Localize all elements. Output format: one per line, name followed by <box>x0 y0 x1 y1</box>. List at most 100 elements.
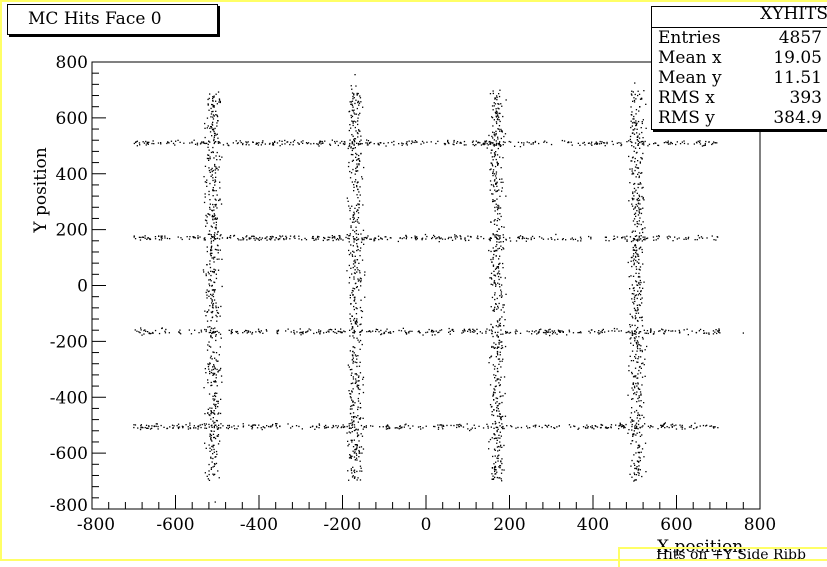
data-point <box>495 303 497 305</box>
data-point <box>497 275 500 278</box>
data-point <box>220 423 222 425</box>
data-point <box>177 426 179 428</box>
data-point <box>356 159 358 161</box>
data-point <box>347 165 350 168</box>
data-point <box>500 293 502 295</box>
data-point <box>318 427 320 429</box>
data-point <box>718 329 720 331</box>
data-point <box>633 146 635 148</box>
data-point <box>498 241 500 243</box>
data-point <box>332 424 334 427</box>
data-point <box>166 142 168 145</box>
data-point <box>209 156 211 158</box>
data-point <box>493 388 495 390</box>
data-point <box>497 164 499 166</box>
data-point <box>497 455 499 457</box>
data-point <box>354 272 356 275</box>
data-point <box>355 320 358 322</box>
data-point <box>508 140 510 143</box>
data-point <box>361 176 363 178</box>
data-point <box>630 120 632 122</box>
data-point <box>492 284 494 286</box>
data-point <box>500 291 503 293</box>
data-point <box>278 140 281 142</box>
data-point <box>365 425 367 427</box>
data-point <box>350 244 352 246</box>
data-point <box>637 343 639 345</box>
data-point <box>638 195 641 198</box>
data-point <box>629 182 631 184</box>
data-point <box>641 350 643 353</box>
data-point <box>351 368 353 371</box>
data-point <box>492 184 494 186</box>
data-point <box>355 302 357 304</box>
data-point <box>228 144 230 147</box>
data-point <box>496 112 498 114</box>
data-point <box>211 440 213 442</box>
data-point <box>499 120 501 123</box>
data-point <box>220 367 222 370</box>
data-point <box>632 91 634 93</box>
data-point <box>676 238 678 240</box>
data-point <box>355 307 357 309</box>
data-point <box>319 140 322 143</box>
data-point <box>634 473 636 476</box>
data-point <box>496 206 498 208</box>
data-point <box>147 143 149 145</box>
data-point <box>494 449 496 451</box>
data-point <box>391 141 393 144</box>
data-point <box>359 417 362 419</box>
data-point <box>498 103 500 105</box>
data-point <box>211 174 213 176</box>
data-point <box>357 400 360 402</box>
data-point <box>635 342 637 344</box>
y-tick-label: -200 <box>50 332 88 352</box>
data-point <box>635 109 638 111</box>
data-point <box>448 331 450 333</box>
data-point <box>219 181 221 183</box>
data-point <box>356 166 358 168</box>
data-point <box>699 328 702 331</box>
data-point <box>349 318 351 320</box>
data-point <box>146 427 148 429</box>
data-point <box>358 380 360 382</box>
data-point <box>348 431 350 433</box>
data-point <box>350 303 352 305</box>
data-point <box>214 281 216 284</box>
data-point <box>632 317 634 319</box>
data-point <box>385 236 387 238</box>
data-point <box>493 156 495 158</box>
data-point <box>495 402 497 404</box>
data-point <box>635 353 637 356</box>
data-point <box>386 238 389 241</box>
data-point <box>215 167 217 170</box>
data-point <box>279 425 281 427</box>
data-point <box>499 145 502 147</box>
data-point <box>302 331 304 333</box>
data-point <box>215 110 217 112</box>
data-point <box>495 115 497 117</box>
data-point <box>638 414 640 416</box>
data-point <box>495 132 497 135</box>
data-point <box>310 143 312 145</box>
data-point <box>668 329 670 332</box>
data-point <box>213 373 215 375</box>
data-point <box>355 220 357 222</box>
data-point <box>645 471 647 473</box>
data-point <box>182 427 184 429</box>
data-point <box>502 247 504 249</box>
data-point <box>215 176 217 178</box>
data-point <box>501 462 503 465</box>
data-point <box>633 296 636 298</box>
data-point <box>562 331 564 333</box>
data-point <box>441 426 443 428</box>
data-point <box>640 183 642 185</box>
data-point <box>633 118 635 120</box>
data-point <box>502 115 504 118</box>
data-point <box>630 160 632 162</box>
legend-strip: Hits on +Y Side Ribb <box>618 547 827 567</box>
data-point <box>638 237 640 239</box>
data-point <box>219 333 222 335</box>
data-point <box>618 142 620 144</box>
data-point <box>641 319 643 322</box>
